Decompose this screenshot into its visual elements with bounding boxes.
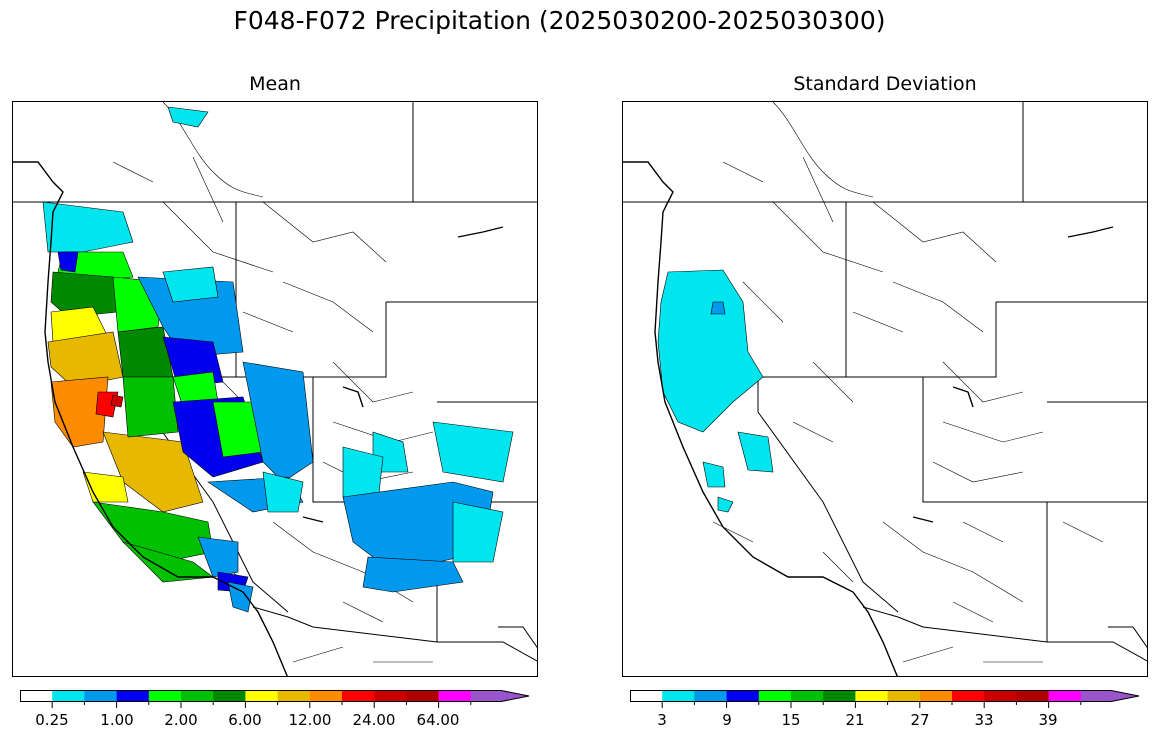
mean-tick-label: 0.25 (35, 711, 69, 729)
mean-panel-title: Mean (249, 73, 301, 95)
basin-cyan (167, 106, 209, 128)
mean-tick-label: 1.00 (100, 711, 134, 729)
basin-cyan (262, 471, 304, 513)
lake (457, 226, 504, 238)
colorbar-segment (342, 690, 375, 702)
colorbar-segment (758, 690, 792, 702)
basin-cyan (42, 201, 134, 253)
std-tick-label: 3 (657, 711, 667, 729)
colorbar-segment (791, 690, 824, 702)
colorbar-segment (952, 690, 985, 702)
mean-tick-label: 64.00 (416, 711, 460, 729)
colorbar-segment (1048, 690, 1082, 702)
mean-colorbar (20, 690, 530, 702)
colorbar-segment (374, 690, 407, 702)
colorbar-segment (20, 690, 53, 702)
basin-lightblue (710, 301, 726, 315)
std-panel-title: Standard Deviation (793, 73, 977, 95)
basin-cyan (162, 266, 219, 303)
std-tick-label: 21 (845, 711, 865, 729)
colorbar-segment (181, 690, 214, 702)
lake (952, 386, 974, 408)
colorbar-segment (438, 690, 472, 702)
colorbar-segment (1016, 690, 1050, 702)
basin-blue (57, 251, 79, 273)
basin-cyan (717, 496, 734, 513)
mean-tick-label: 6.00 (228, 711, 262, 729)
std-tick-label: 33 (974, 711, 994, 729)
colorbar-segment (919, 690, 953, 702)
state-border (412, 102, 537, 203)
std-colorbar-ticks (661, 702, 1082, 708)
lake (1067, 226, 1114, 238)
colorbar-segment (406, 690, 440, 702)
colorbar-segment (277, 690, 311, 702)
figure-title: F048-F072 Precipitation (2025030200-2025… (233, 6, 886, 35)
colorbar-segment (148, 690, 182, 702)
basin-cyan (657, 269, 764, 433)
std-tick-label: 27 (910, 711, 930, 729)
gulf-coast (1108, 626, 1147, 649)
state-border (757, 377, 899, 613)
colorbar-segment (52, 690, 85, 702)
colorbar-segment (84, 690, 118, 702)
mean-colorbar-labels: 0.25 1.00 2.00 6.00 12.00 24.00 64.00 (20, 711, 560, 731)
coastline (623, 161, 898, 676)
colorbar-segment (630, 690, 663, 702)
std-tick-label: 15 (781, 711, 801, 729)
colorbar-segment (984, 690, 1017, 702)
basin-darkred (110, 394, 124, 408)
colorbar-segment (662, 690, 695, 702)
colorbar-segment (887, 690, 921, 702)
basin-lightblue (227, 581, 254, 613)
basin-lightblue (362, 556, 464, 593)
lake (302, 516, 324, 523)
std-tick-label: 39 (1038, 711, 1058, 729)
coastline (13, 161, 288, 676)
mean-colorbar-ticks (51, 702, 472, 708)
std-colorbar-labels: 3 9 15 21 27 33 39 (630, 711, 1159, 731)
std-map-canvas (623, 102, 1147, 676)
state-border (1022, 102, 1147, 203)
lake (342, 386, 364, 408)
colorbar-segment (726, 690, 760, 702)
colorbar-segment (245, 690, 279, 702)
colorbar-segment (309, 690, 343, 702)
mean-map (12, 101, 538, 677)
basin-yellow (82, 471, 129, 503)
basin-lightblue (197, 536, 239, 578)
basin-cyan (452, 501, 504, 563)
colorbar-segment (1080, 690, 1139, 702)
watershed-mesh (712, 102, 1104, 663)
std-map (622, 101, 1148, 677)
mean-tick-label: 2.00 (164, 711, 198, 729)
colorbar-outline (630, 690, 1140, 702)
mexico-border (252, 606, 537, 662)
colorbar-outline (20, 690, 530, 702)
colorbar-segment (823, 690, 856, 702)
colorbar-segment (855, 690, 889, 702)
colorbar-segment (213, 690, 246, 702)
basin-cyan (432, 421, 514, 483)
colorbar-segment (694, 690, 728, 702)
std-tick-label: 9 (722, 711, 732, 729)
colorbar-segment (470, 690, 529, 702)
basin-cyan (702, 461, 726, 488)
basin-gold (102, 431, 204, 513)
basin-darkgreen (117, 326, 174, 378)
std-colorbar (630, 690, 1140, 702)
basin-cyan (737, 431, 774, 473)
basin-lightblue (242, 361, 314, 483)
mean-tick-label: 12.00 (288, 711, 332, 729)
state-border (923, 501, 1048, 642)
lake (912, 516, 934, 523)
colorbar-segment (116, 690, 150, 702)
mexico-border (862, 606, 1147, 662)
gulf-coast (498, 626, 537, 649)
mean-map-canvas (13, 102, 537, 676)
mean-tick-label: 24.00 (352, 711, 396, 729)
basin-green (122, 376, 179, 438)
